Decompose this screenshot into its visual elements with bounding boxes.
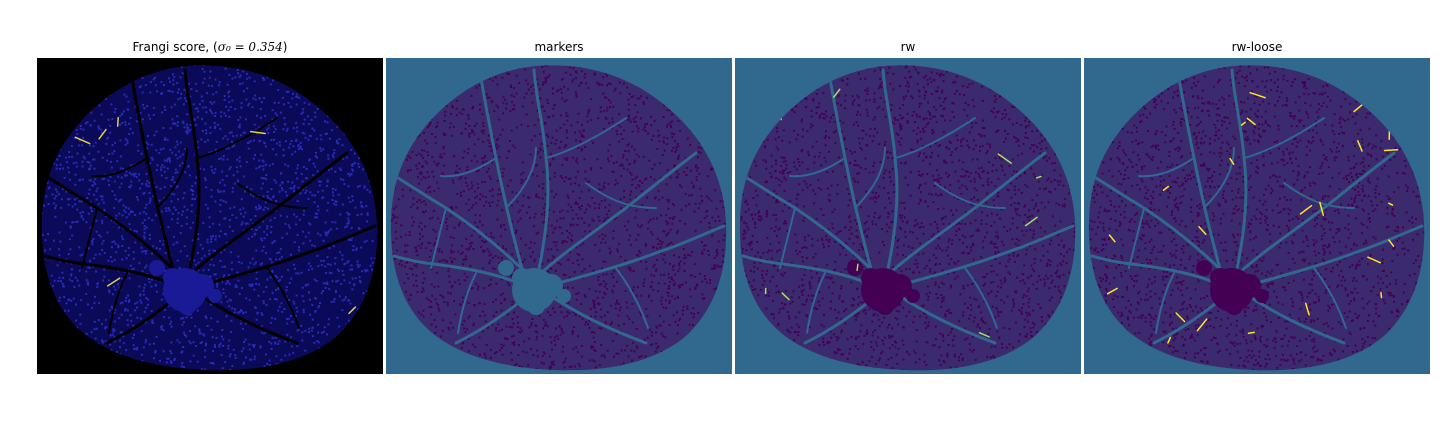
panel-title-markers: markers — [534, 40, 584, 54]
panel-title-frangi-score: Frangi score, (σ₀ = 0.354) — [132, 40, 288, 54]
markers-canvas — [386, 58, 732, 374]
rw-canvas — [735, 58, 1081, 374]
frangi-score-image — [37, 58, 383, 374]
rw-loose-canvas — [1084, 58, 1430, 374]
rw-loose-image — [1084, 58, 1430, 374]
panel-title-rw-loose: rw-loose — [1231, 40, 1283, 54]
panel-title-rw: rw — [900, 40, 916, 54]
frangi-score-canvas — [37, 58, 383, 374]
rw-image — [735, 58, 1081, 374]
markers-image — [386, 58, 732, 374]
